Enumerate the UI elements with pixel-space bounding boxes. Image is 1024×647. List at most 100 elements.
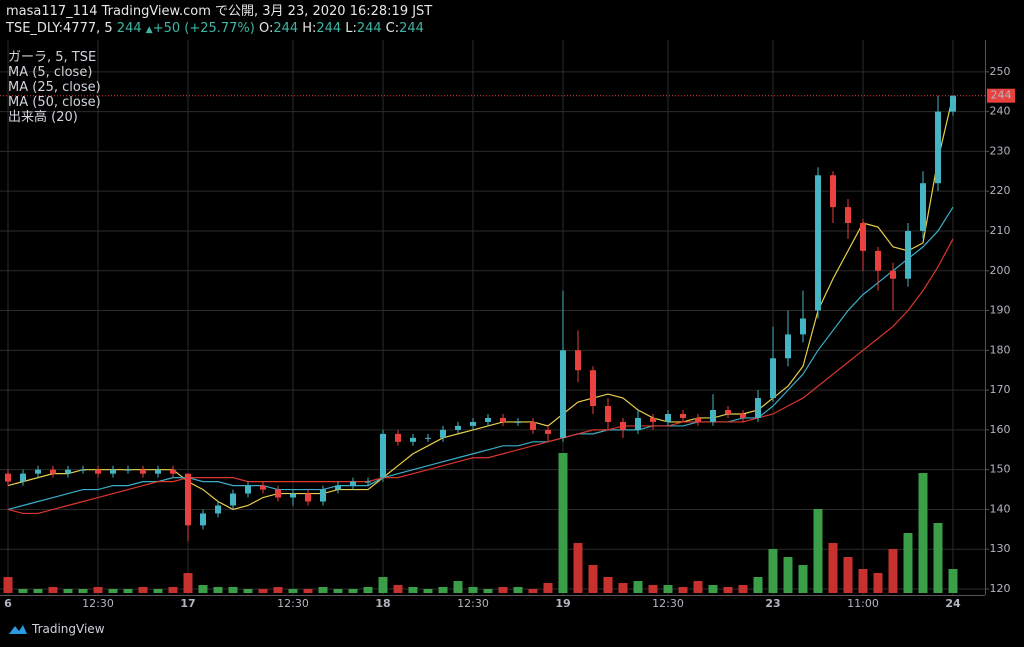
candle-body: [755, 398, 761, 418]
candle-body: [365, 481, 371, 483]
candle-body: [830, 175, 836, 208]
candle-body: [890, 270, 896, 279]
volume-bar: [453, 581, 463, 593]
candle-body: [170, 469, 176, 474]
candle-body: [740, 413, 746, 418]
volume-bar: [258, 589, 268, 593]
candle-body: [440, 429, 446, 438]
plot-bg: [0, 40, 985, 595]
ma-line: [7, 95, 954, 511]
ohlc: O:244 H:244 L:244 C:244: [259, 21, 424, 36]
legend-entry: MA (5, close): [8, 65, 93, 80]
candle-body: [395, 433, 401, 442]
logo: [9, 625, 27, 634]
ma-line: [7, 238, 954, 515]
legend-entry: MA (25, close): [8, 80, 101, 95]
volume-bar: [783, 557, 793, 593]
candle-body: [500, 417, 506, 422]
candle-body: [290, 493, 296, 498]
candle-body: [605, 406, 611, 422]
candle-body: [635, 417, 641, 430]
y-tick-label: 140: [990, 502, 1011, 515]
ohlc-value: 244: [356, 21, 382, 36]
volume-bar: [513, 587, 523, 593]
volume-bar: [78, 589, 88, 593]
y-tick-label: 180: [990, 343, 1011, 356]
y-tick-label: 220: [990, 184, 1011, 197]
volume-bar: [243, 589, 253, 593]
volume-bar: [408, 587, 418, 593]
candle-body: [320, 489, 326, 502]
candle-body: [455, 425, 461, 430]
candle-body: [905, 230, 911, 279]
volume-bar: [858, 569, 868, 593]
y-tick-label: 200: [990, 264, 1011, 277]
y-tick-label: 230: [990, 144, 1011, 157]
volume-bar: [888, 549, 898, 593]
volume-bar: [213, 587, 223, 593]
volume-bar: [138, 587, 148, 593]
candle-body: [590, 370, 596, 407]
candle-body: [845, 207, 851, 224]
instrument: ガーラ, 5, TSE: [8, 50, 97, 65]
y-tick-label: 130: [990, 542, 1011, 555]
volume-bar: [3, 577, 13, 593]
volume-bar: [753, 577, 763, 593]
candle-body: [380, 433, 386, 478]
candle-body: [725, 410, 731, 414]
volume-bar: [948, 569, 958, 593]
volume-bar: [843, 557, 853, 593]
volume-bar: [558, 453, 568, 593]
candle-body: [815, 175, 821, 311]
y-tick-label: 210: [990, 224, 1011, 237]
volume-bar: [33, 589, 43, 593]
volume-bar: [738, 585, 748, 593]
volume-bar: [273, 587, 283, 593]
candle-body: [575, 350, 581, 371]
y-tick-label: 240: [990, 105, 1011, 118]
ohlc-label: C:: [385, 21, 400, 36]
volume-bar: [873, 573, 883, 593]
legend-entry: MA (50, close): [8, 95, 101, 110]
candle-body: [425, 437, 431, 439]
x-tick-label: 24: [945, 597, 961, 610]
volume-bar: [903, 533, 913, 593]
volume-bar: [603, 577, 613, 593]
volume-bar: [318, 587, 328, 593]
x-tick-label: 17: [180, 597, 195, 610]
y-tick-label: 170: [990, 383, 1011, 396]
candle-body: [125, 469, 131, 471]
candle-body: [230, 493, 236, 506]
candle-body: [950, 95, 956, 112]
x-tick-label: 18: [375, 597, 390, 610]
x-tick-label: 12:30: [652, 597, 684, 610]
ma-line: [7, 206, 954, 511]
volume-bar: [678, 587, 688, 593]
candle-body: [665, 413, 671, 422]
candle-body: [710, 410, 716, 422]
volume-bar: [828, 543, 838, 593]
volume-bar: [18, 589, 28, 593]
candle-body: [80, 469, 86, 471]
volume-bar: [468, 587, 478, 593]
volume-bar: [573, 543, 583, 593]
volume-bar: [228, 587, 238, 593]
x-tick-label: 12:30: [277, 597, 309, 610]
volume-bar: [63, 589, 73, 593]
symbol: TSE_DLY:4777, 5: [6, 21, 113, 36]
volume-bar: [918, 473, 928, 593]
candle-body: [5, 473, 11, 482]
y-tick-label: 120: [990, 582, 1011, 595]
price-tag-label: 244: [991, 89, 1012, 102]
legend-entry: 出来高 (20): [8, 110, 78, 125]
volume-bar: [168, 587, 178, 593]
candle-body: [200, 513, 206, 526]
volume-bar: [588, 565, 598, 593]
volume-bar: [378, 577, 388, 593]
volume-bar: [483, 589, 493, 593]
volume-bar: [363, 587, 373, 593]
y-tick-label: 190: [990, 304, 1011, 317]
candle-body: [545, 429, 551, 434]
